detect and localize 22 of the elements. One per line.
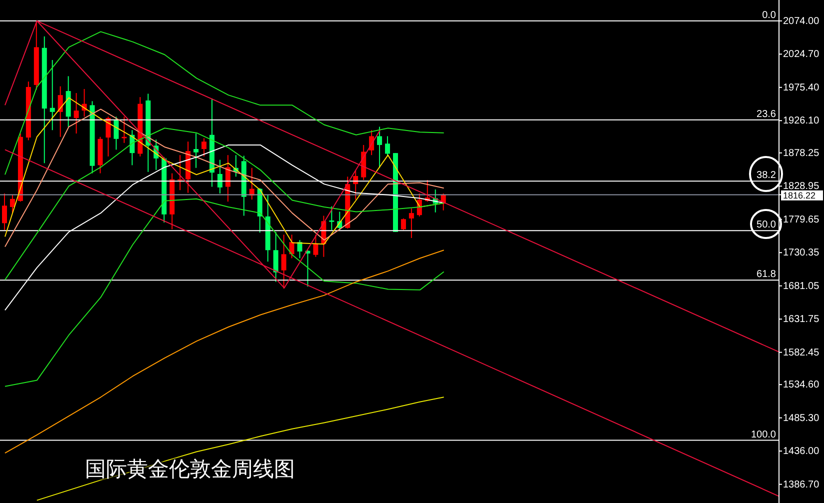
y-tick-label: 1975.40 — [783, 82, 820, 94]
y-tick-label: 2074.00 — [783, 16, 820, 27]
y-tick-label: 1681.05 — [783, 280, 820, 292]
annotation: 50.0 — [756, 220, 776, 231]
annotation: 100.0 — [750, 429, 776, 440]
y-tick-label: 1926.10 — [783, 116, 820, 127]
y-tick-label: 1730.35 — [783, 248, 820, 259]
annotation: 38.2 — [756, 170, 776, 182]
y-tick-label: 1436.00 — [783, 446, 820, 458]
y-tick-label: 2024.70 — [783, 49, 820, 60]
y-tick-label: 1828.95 — [783, 181, 820, 192]
y-tick-label: 1878.25 — [783, 148, 820, 159]
y-tick-label: 1816.22 — [783, 190, 816, 201]
y-tick-label: 1534.60 — [783, 380, 820, 391]
annotation: 23.6 — [756, 108, 776, 120]
annotation: 0.0 — [762, 10, 776, 21]
y-tick-label: 1582.45 — [783, 347, 820, 358]
y-tick-label: 1386.70 — [783, 479, 820, 490]
y-tick-label: 1485.30 — [783, 412, 820, 424]
annotation: 61.8 — [756, 269, 776, 280]
y-tick-label: 1779.65 — [783, 214, 820, 226]
y-tick-label: 1631.75 — [783, 314, 820, 326]
